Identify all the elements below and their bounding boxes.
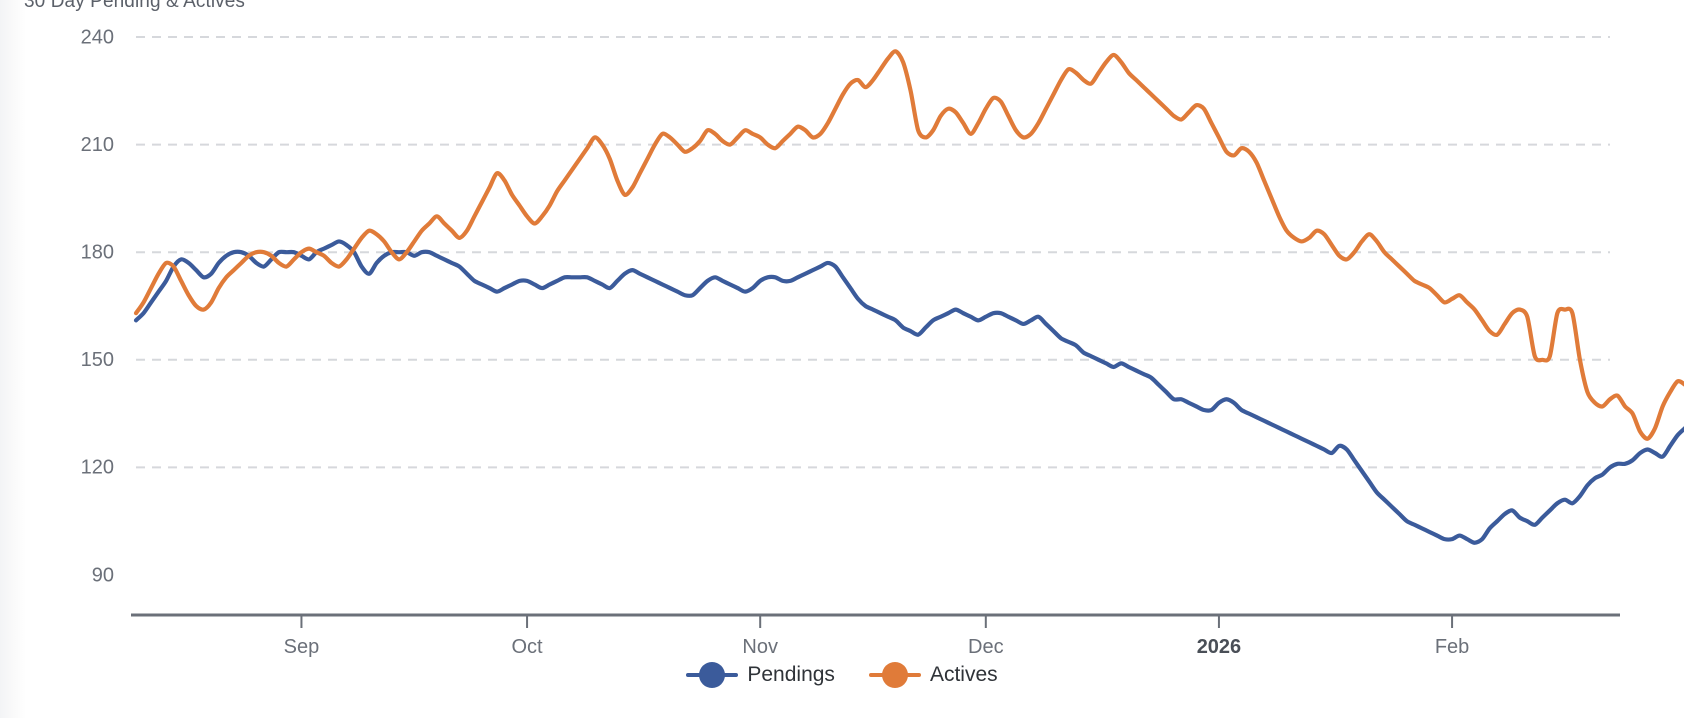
chart-title: 30 Day Pending & Actives — [24, 0, 246, 12]
gridlines-group — [136, 36, 1610, 469]
series-line-actives — [133, 49, 1684, 441]
line-chart-plot: 90 120 150 180 210 240 Sep Oct Nov Dec 2026 Feb — [81, 26, 1684, 658]
y-axis-tick-label: 240 — [81, 26, 114, 48]
legend-item-pendings[interactable]: Pendings — [686, 662, 835, 688]
y-axis-tick-labels-group: 90 120 150 180 210 240 — [81, 26, 114, 586]
legend-marker-actives-icon — [868, 662, 921, 688]
x-axis-tick-label: Feb — [1435, 636, 1469, 658]
x-axis-ticks-group — [300, 615, 1454, 628]
legend-label-pendings: Pendings — [747, 663, 835, 686]
x-axis-tick-label: Sep — [284, 636, 320, 658]
x-axis-tick-label: Dec — [968, 636, 1004, 658]
y-axis-tick-label: 90 — [92, 564, 114, 586]
y-axis-tick-label: 150 — [81, 349, 114, 371]
y-axis-tick-label: 120 — [81, 457, 114, 479]
x-axis-tick-label: 2026 — [1197, 636, 1242, 658]
legend-item-actives[interactable]: Actives — [868, 662, 998, 688]
x-axis-tick-labels-group: Sep Oct Nov Dec 2026 Feb — [284, 636, 1470, 658]
x-axis-tick-label: Nov — [742, 636, 778, 658]
chart-legend: Pendings Actives — [0, 662, 1684, 688]
y-axis-tick-label: 210 — [81, 134, 114, 156]
legend-label-actives: Actives — [929, 663, 998, 686]
legend-dot-actives — [881, 662, 908, 688]
y-axis-tick-label: 180 — [81, 241, 114, 263]
series-line-pendings — [133, 239, 1684, 545]
legend-marker-pendings-icon — [686, 662, 739, 688]
x-axis-tick-label: Oct — [511, 636, 543, 658]
legend-dot-pendings — [699, 662, 726, 688]
series-group — [133, 49, 1684, 545]
